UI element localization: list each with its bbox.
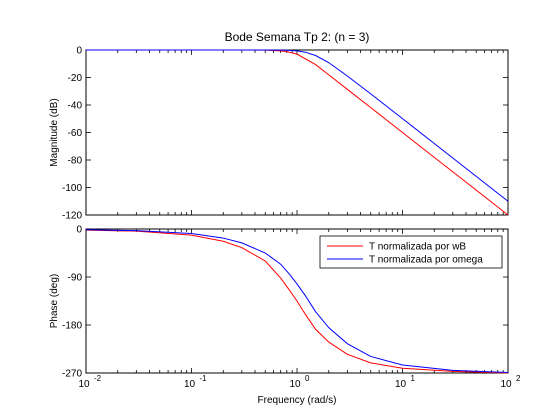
y-tick-label: -90 bbox=[68, 273, 83, 284]
y-tick-label: -100 bbox=[62, 183, 82, 194]
y-tick-label: -180 bbox=[62, 321, 82, 332]
x-tick-label: 10 bbox=[184, 379, 196, 390]
x-tick-exponent: -1 bbox=[200, 374, 208, 383]
y-tick-label: -120 bbox=[62, 211, 82, 222]
phase-y-tick-labels: 0 -90 -180 -270 bbox=[62, 225, 82, 380]
legend-label-wb: T normalizada por wB bbox=[369, 242, 466, 253]
magnitude-axes: 0 -20 -40 -60 -80 -100 -120 bbox=[62, 46, 509, 222]
x-tick-exponent: 1 bbox=[411, 374, 416, 383]
phase-series bbox=[85, 229, 509, 374]
y-tick-label: -20 bbox=[68, 73, 83, 84]
frequency-axis-label: Frequency (rad/s) bbox=[258, 395, 337, 406]
frequency-x-tick-labels: 10 -2 10 -1 10 0 10 1 10 2 bbox=[78, 374, 521, 390]
x-tick-label: 10 bbox=[289, 379, 301, 390]
series-line-omega bbox=[85, 229, 509, 373]
phase-axis-label: Phase (deg) bbox=[49, 274, 60, 328]
magnitude-axis-label: Magnitude (dB) bbox=[49, 98, 60, 166]
series-line-omega bbox=[86, 49, 509, 202]
y-tick-label: -40 bbox=[68, 101, 83, 112]
magnitude-y-tick-labels: 0 -20 -40 -60 -80 -100 -120 bbox=[62, 46, 82, 222]
chart-title: Bode Semana Tp 2: (n = 3) bbox=[225, 30, 370, 44]
magnitude-plot-box bbox=[85, 49, 509, 216]
y-tick-label: -60 bbox=[68, 128, 83, 139]
legend: T normalizada por wB T normalizada por o… bbox=[319, 235, 503, 269]
x-tick-exponent: 2 bbox=[516, 374, 521, 383]
x-tick-label: 10 bbox=[78, 379, 90, 390]
magnitude-series bbox=[86, 49, 509, 216]
legend-label-omega: T normalizada por omega bbox=[369, 255, 483, 266]
x-tick-exponent: -2 bbox=[94, 374, 102, 383]
legend-box bbox=[319, 235, 503, 269]
series-line-wb bbox=[85, 229, 509, 374]
x-tick-label: 10 bbox=[395, 379, 407, 390]
y-tick-label: -270 bbox=[62, 369, 82, 380]
y-tick-label: -80 bbox=[68, 156, 83, 167]
y-tick-label: 0 bbox=[76, 225, 82, 236]
x-tick-label: 10 bbox=[500, 379, 512, 390]
y-tick-label: 0 bbox=[76, 46, 82, 57]
x-tick-exponent: 0 bbox=[305, 374, 310, 383]
